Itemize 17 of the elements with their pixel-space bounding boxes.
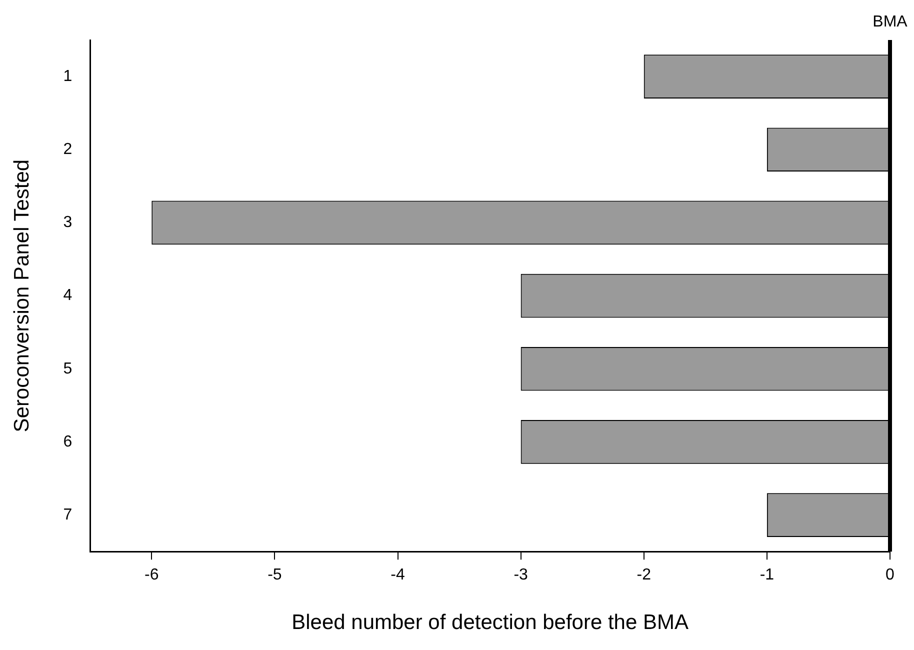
y-tick-label: 5 (63, 360, 72, 378)
x-axis-title: Bleed number of detection before the BMA (292, 611, 689, 634)
y-tick-label: 2 (63, 141, 72, 158)
y-tick-label: 6 (63, 433, 72, 450)
x-tick-label: -5 (268, 566, 282, 584)
ref-line-label: BMA (872, 13, 908, 30)
y-axis-title: Seroconversion Panel Tested (10, 159, 34, 432)
x-tick-label: -4 (390, 566, 405, 584)
x-tick-label: -3 (514, 566, 528, 584)
x-tick-label: -6 (144, 566, 159, 584)
y-tick-label: 7 (63, 506, 72, 524)
y-tick-label: 3 (63, 214, 72, 232)
x-tick-label: 0 (886, 566, 895, 584)
x-tick-label: -2 (636, 566, 652, 584)
y-tick-label: 1 (63, 68, 72, 85)
x-tick-label: -1 (760, 566, 774, 584)
y-tick-label: 4 (63, 287, 72, 304)
